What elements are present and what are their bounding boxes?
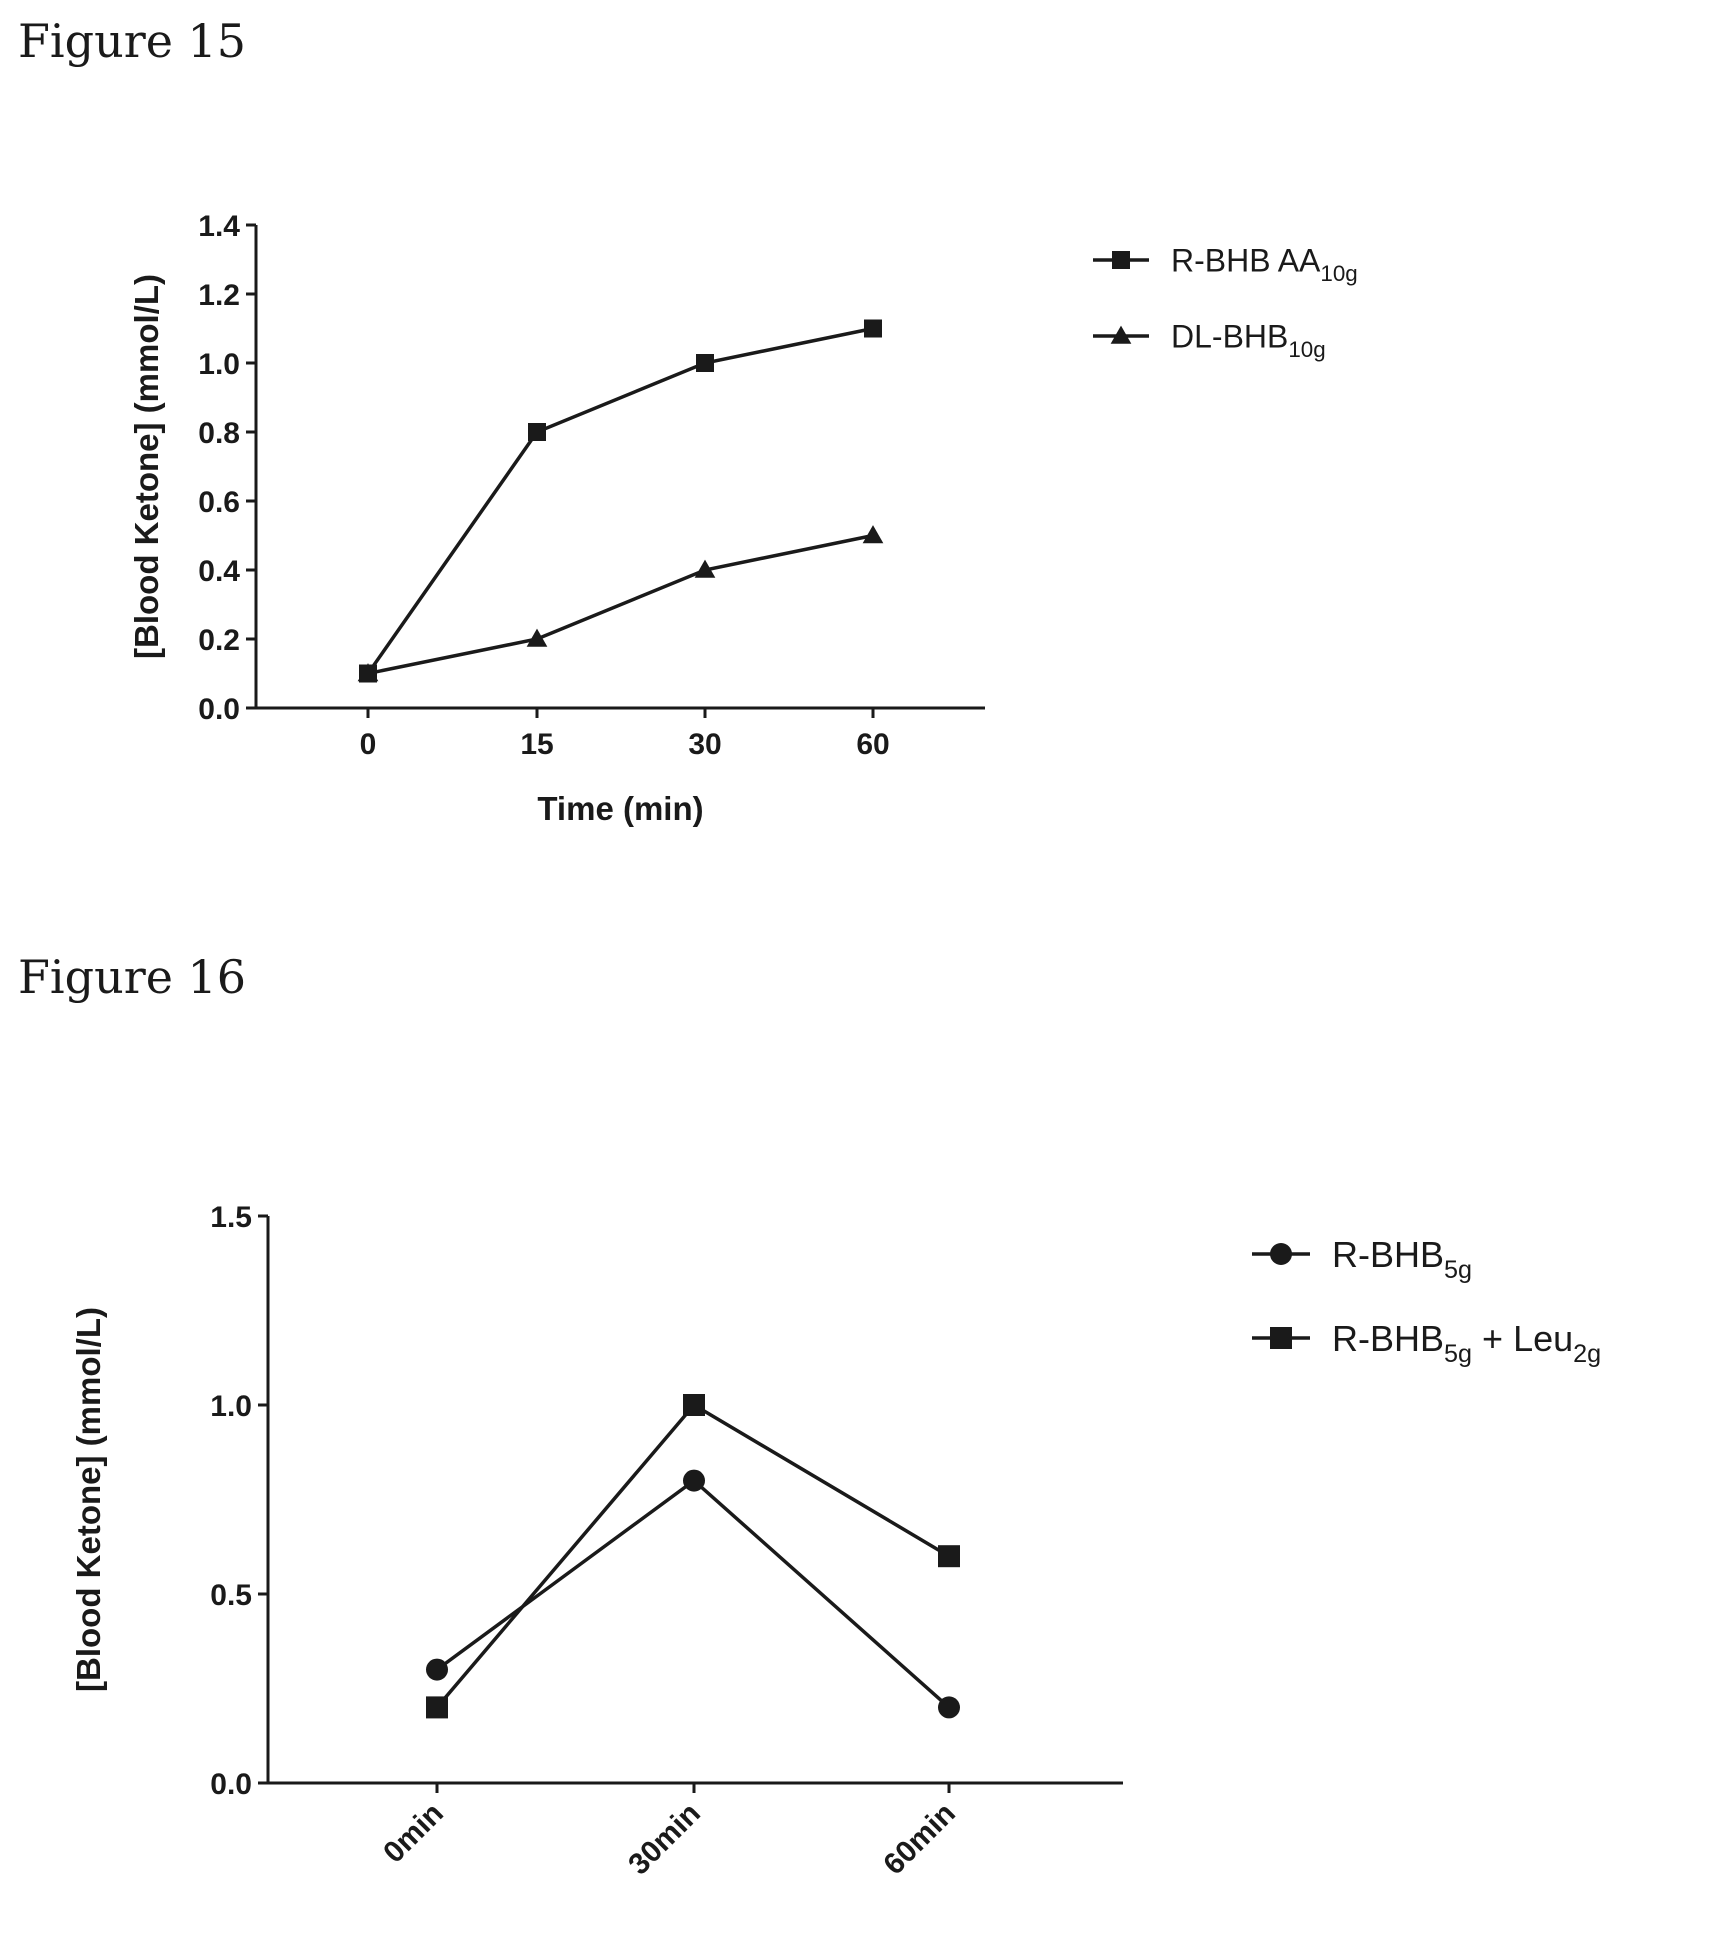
data-point-0-2 bbox=[696, 354, 714, 372]
legend-marker-1 bbox=[1270, 1327, 1292, 1349]
legend-label-1: DL-BHB10g bbox=[1171, 319, 1326, 363]
series-line-0 bbox=[435, 1478, 951, 1709]
data-point-1-1 bbox=[526, 628, 548, 647]
x-axis-title: Time (min) bbox=[537, 790, 703, 827]
y-axis-title: [Blood Ketone] (mmol/L) bbox=[128, 274, 165, 659]
data-point-0-1 bbox=[528, 423, 546, 441]
data-point-1-1 bbox=[683, 1394, 705, 1416]
x-tick-label: 15 bbox=[520, 728, 553, 761]
legend-marker-1 bbox=[1110, 325, 1132, 344]
x-tick-label: 30 bbox=[688, 728, 721, 761]
x-tick-label: 0 bbox=[360, 728, 377, 761]
y-tick-label: 0.0 bbox=[198, 693, 240, 726]
series-line-1 bbox=[435, 1402, 950, 1709]
legend-marker-0 bbox=[1270, 1243, 1292, 1265]
data-point-0-3 bbox=[864, 319, 882, 338]
series-line-0 bbox=[366, 326, 874, 675]
legend-label-0: R-BHB5g bbox=[1332, 1234, 1472, 1284]
y-tick-label: 1.2 bbox=[198, 279, 240, 312]
y-tick-label: 0.2 bbox=[198, 624, 240, 657]
data-point-0-2 bbox=[938, 1696, 960, 1719]
y-tick-label: 0.8 bbox=[198, 417, 240, 450]
data-point-1-2 bbox=[694, 559, 716, 578]
y-axis-title: [Blood Ketone] (mmol/L) bbox=[70, 1307, 107, 1692]
y-tick-label: 1.4 bbox=[198, 210, 240, 243]
data-point-1-2 bbox=[938, 1545, 960, 1568]
y-tick-label: 1.0 bbox=[198, 348, 240, 381]
figure-15-line-chart: 0.0 0.2 0.4 0.6 0.8 1.0 1.2 1.4 0 15 30 60 Time (min… bbox=[128, 210, 1358, 827]
x-tick-label: 60min bbox=[877, 1797, 962, 1882]
y-tick-label: 1.0 bbox=[210, 1390, 252, 1423]
data-point-0-0 bbox=[426, 1658, 448, 1681]
data-point-1-3 bbox=[862, 525, 884, 544]
data-point-0-1 bbox=[683, 1469, 705, 1492]
legend-label-0: R-BHB AA10g bbox=[1171, 243, 1358, 287]
y-tick-label: 0.6 bbox=[198, 486, 240, 519]
y-tick-label: 1.5 bbox=[210, 1201, 252, 1234]
y-tick-label: 0.0 bbox=[210, 1768, 252, 1801]
x-tick-label: 60 bbox=[856, 728, 889, 761]
legend-marker-0 bbox=[1112, 251, 1130, 269]
figure-16-line-chart: 0.0 0.5 1.0 1.5 0min 30min 60min [Blood Ketone]… bbox=[70, 1201, 1601, 1882]
y-tick-label: 0.5 bbox=[210, 1579, 252, 1612]
legend-label-1: R-BHB5g + Leu2g bbox=[1332, 1318, 1601, 1368]
y-tick-label: 0.4 bbox=[198, 555, 240, 588]
x-tick-label: 0min bbox=[377, 1797, 450, 1870]
data-point-1-0 bbox=[357, 663, 379, 682]
figure-16-heading: Figure 16 bbox=[18, 950, 247, 1004]
figure-15-heading: Figure 15 bbox=[18, 14, 247, 68]
x-tick-label: 30min bbox=[622, 1797, 707, 1882]
data-point-1-0 bbox=[426, 1696, 448, 1719]
series-line-1 bbox=[367, 533, 874, 676]
